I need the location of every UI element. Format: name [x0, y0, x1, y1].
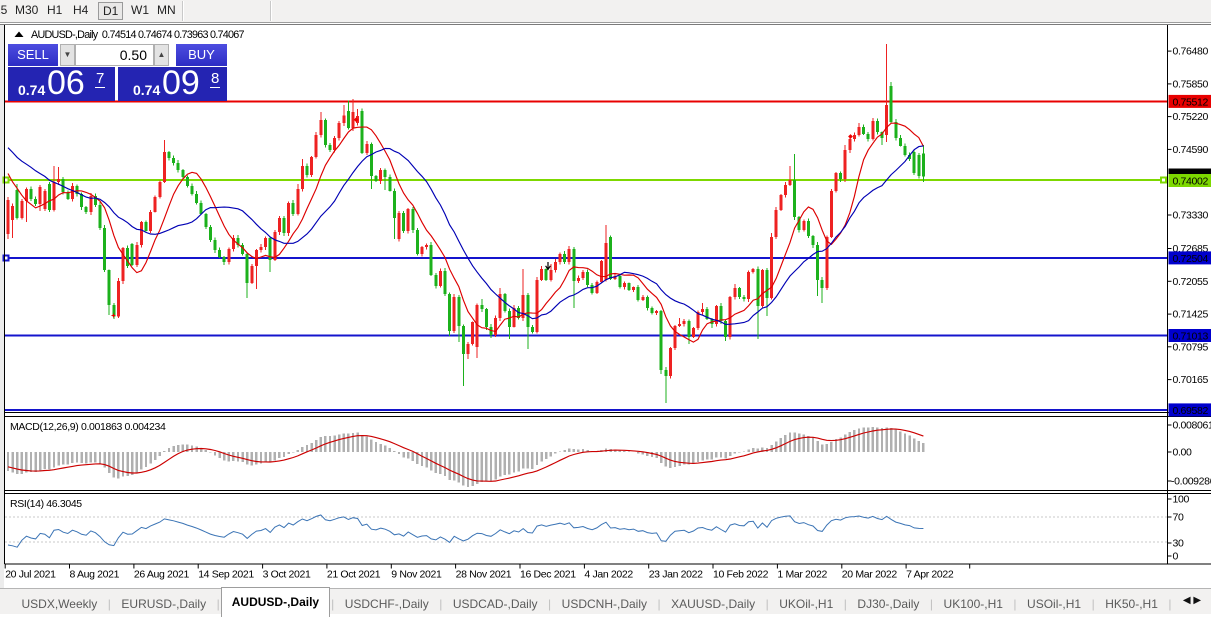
svg-text:23 Jan 2022: 23 Jan 2022: [649, 569, 703, 581]
svg-text:0.76480: 0.76480: [1173, 46, 1209, 58]
svg-text:0.75512: 0.75512: [1173, 96, 1209, 108]
svg-text:21 Oct 2021: 21 Oct 2021: [327, 569, 381, 581]
svg-text:RSI(14) 46.3045: RSI(14) 46.3045: [10, 498, 82, 510]
svg-text:28 Nov 2021: 28 Nov 2021: [456, 569, 512, 581]
svg-text:0.75850: 0.75850: [1173, 78, 1209, 90]
svg-text:9 Nov 2021: 9 Nov 2021: [391, 569, 442, 581]
svg-text:0.74002: 0.74002: [1173, 176, 1209, 188]
svg-text:-0.009286: -0.009286: [1171, 476, 1211, 488]
svg-text:0.00: 0.00: [1173, 447, 1193, 459]
svg-text:30: 30: [1173, 538, 1184, 550]
svg-text:3 Oct 2021: 3 Oct 2021: [263, 569, 311, 581]
svg-text:0: 0: [1173, 551, 1179, 563]
svg-text:0.008061: 0.008061: [1173, 420, 1211, 432]
svg-text:0.69582: 0.69582: [1173, 405, 1209, 417]
svg-text:0.71013: 0.71013: [1173, 331, 1209, 343]
svg-text:70: 70: [1173, 512, 1184, 524]
svg-text:20 Jul 2021: 20 Jul 2021: [5, 569, 56, 581]
svg-text:0.70165: 0.70165: [1173, 374, 1209, 386]
svg-text:8 Aug 2021: 8 Aug 2021: [70, 569, 120, 581]
svg-text:26 Aug 2021: 26 Aug 2021: [134, 569, 190, 581]
svg-text:0.74590: 0.74590: [1173, 144, 1209, 156]
svg-text:14 Sep 2021: 14 Sep 2021: [198, 569, 254, 581]
svg-text:0.71425: 0.71425: [1173, 309, 1209, 321]
svg-text:0.75220: 0.75220: [1173, 111, 1209, 123]
svg-text:0.70795: 0.70795: [1173, 341, 1209, 353]
svg-text:4 Jan 2022: 4 Jan 2022: [584, 569, 633, 581]
svg-text:0.73330: 0.73330: [1173, 210, 1209, 222]
svg-text:0.72504: 0.72504: [1173, 253, 1209, 265]
svg-text:16 Dec 2021: 16 Dec 2021: [520, 569, 576, 581]
svg-text:10 Feb 2022: 10 Feb 2022: [713, 569, 769, 581]
svg-text:7 Apr 2022: 7 Apr 2022: [906, 569, 954, 581]
svg-text:0.72055: 0.72055: [1173, 276, 1209, 288]
svg-text:1 Mar 2022: 1 Mar 2022: [777, 569, 827, 581]
svg-text:100: 100: [1173, 494, 1190, 506]
svg-text:AUDUSD-,Daily 0.74514 0.74674: AUDUSD-,Daily 0.74514 0.74674 0.73963 0.…: [31, 29, 245, 41]
svg-text:20 Mar 2022: 20 Mar 2022: [842, 569, 898, 581]
svg-text:MACD(12,26,9) 0.001863 0.00423: MACD(12,26,9) 0.001863 0.004234: [10, 421, 166, 433]
